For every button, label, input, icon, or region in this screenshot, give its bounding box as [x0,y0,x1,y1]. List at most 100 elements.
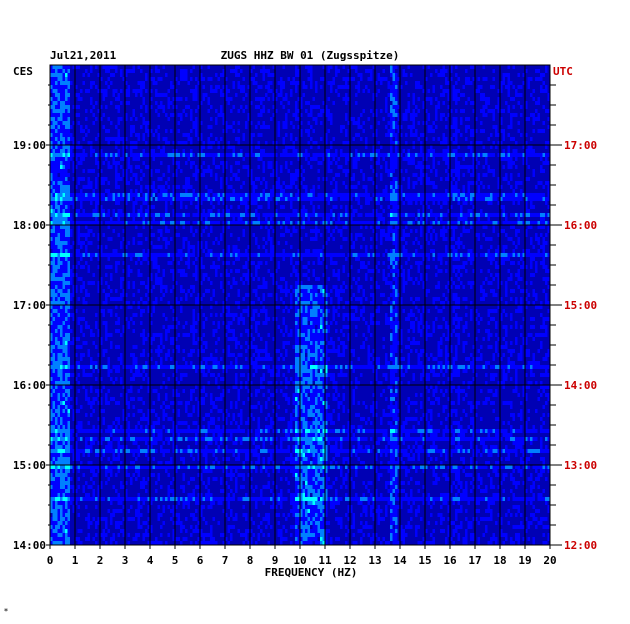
spectrogram-cell [290,193,293,197]
spectrogram-cell [210,297,213,301]
spectrogram-cell [62,293,65,297]
spectrogram-cell [90,81,93,85]
spectrogram-cell [310,77,313,81]
spectrogram-cell [247,309,250,313]
spectrogram-cell [355,165,358,169]
spectrogram-cell [490,221,493,225]
spectrogram-cell [117,153,120,157]
spectrogram-cell [502,73,505,77]
spectrogram-cell [200,73,203,77]
spectrogram-cell [165,153,168,157]
spectrogram-cell [440,117,443,121]
spectrogram-cell [547,205,550,209]
spectrogram-cell [535,261,538,265]
spectrogram-cell [387,281,390,285]
spectrogram-cell [510,177,513,181]
spectrogram-cell [290,261,293,265]
spectrogram-cell [57,145,60,149]
spectrogram-cell [62,89,65,93]
spectrogram-cell [220,193,223,197]
spectrogram-cell [515,309,518,313]
spectrogram-cell [512,197,515,201]
spectrogram-cell [180,193,183,197]
spectrogram-cell [402,213,405,217]
spectrogram-cell [107,225,110,229]
spectrogram-cell [525,213,528,217]
spectrogram-cell [250,101,253,105]
spectrogram-cell [482,185,485,189]
spectrogram-cell [55,109,58,113]
spectrogram-cell [482,197,485,201]
spectrogram-cell [242,221,245,225]
spectrogram-cell [272,245,275,249]
spectrogram-cell [312,205,315,209]
spectrogram-cell [415,253,418,257]
spectrogram-cell [535,297,538,301]
spectrogram-cell [322,245,325,249]
spectrogram-cell [205,185,208,189]
spectrogram-cell [495,221,498,225]
spectrogram-cell [60,217,63,221]
spectrogram-cell [452,245,455,249]
spectrogram-cell [382,253,385,257]
spectrogram-cell [295,69,298,73]
spectrogram-cell [365,225,368,229]
spectrogram-cell [127,269,130,273]
spectrogram-cell [72,205,75,209]
spectrogram-cell [510,237,513,241]
spectrogram-cell [440,217,443,221]
spectrogram-cell [385,77,388,81]
spectrogram-cell [352,185,355,189]
spectrogram-cell [335,153,338,157]
spectrogram-cell [52,193,55,197]
spectrogram-cell [385,165,388,169]
spectrogram-cell [152,217,155,221]
spectrogram-cell [465,201,468,205]
spectrogram-cell [210,249,213,253]
spectrogram-cell [115,221,118,225]
spectrogram-cell [372,133,375,137]
spectrogram-cell [240,221,243,225]
spectrogram-cell [542,153,545,157]
spectrogram-cell [482,165,485,169]
spectrogram-cell [340,153,343,157]
spectrogram-cell [492,173,495,177]
spectrogram-cell [225,221,228,225]
spectrogram-cell [507,93,510,97]
spectrogram-cell [332,217,335,221]
spectrogram-cell [52,117,55,121]
spectrogram-cell [295,197,298,201]
spectrogram-cell [307,121,310,125]
spectrogram-cell [80,257,83,261]
spectrogram-cell [222,261,225,265]
spectrogram-cell [445,189,448,193]
spectrogram-cell [325,213,328,217]
spectrogram-cell [517,241,520,245]
spectrogram-cell [470,173,473,177]
spectrogram-cell [377,141,380,145]
spectrogram-cell [235,73,238,77]
spectrogram-cell [267,153,270,157]
spectrogram-cell [85,289,88,293]
spectrogram-cell [72,145,75,149]
spectrogram-cell [412,221,415,225]
spectrogram-cell [212,197,215,201]
spectrogram-cell [295,289,298,293]
spectrogram-cell [457,245,460,249]
spectrogram-cell [435,197,438,201]
spectrogram-cell [57,285,60,289]
spectrogram-cell [107,221,110,225]
spectrogram-cell [282,65,285,69]
spectrogram-cell [417,265,420,269]
spectrogram-cell [55,77,58,81]
spectrogram-cell [170,193,173,197]
spectrogram-cell [220,313,223,317]
spectrogram-cell [525,197,528,201]
spectrogram-cell [275,161,278,165]
spectrogram-cell [197,293,200,297]
spectrogram-cell [130,165,133,169]
spectrogram-cell [345,173,348,177]
spectrogram-cell [320,213,323,217]
spectrogram-cell [307,249,310,253]
spectrogram-cell [255,241,258,245]
